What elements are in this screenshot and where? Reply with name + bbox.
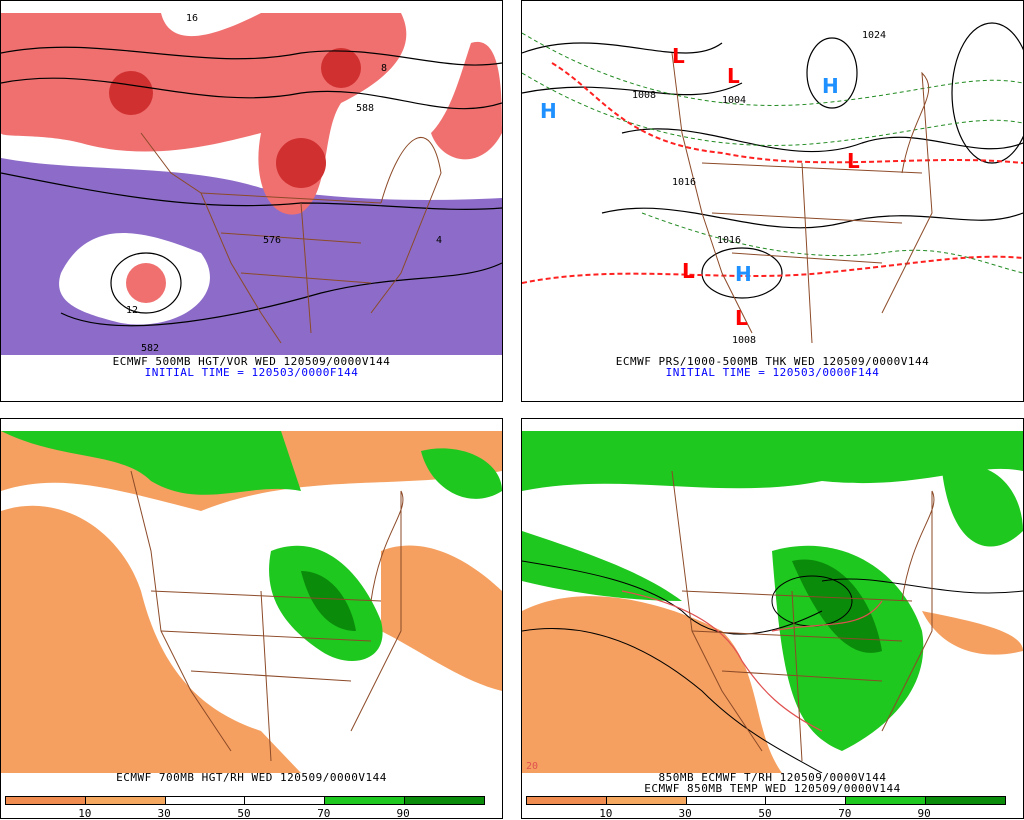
contour-label: 582 <box>141 343 159 354</box>
colorbar-ticks: 10 30 50 70 90 <box>5 807 483 820</box>
map-caption: ECMWF PRS/1000-500MB THK WED 120509/0000… <box>615 355 930 368</box>
colorbar-tick: 90 <box>396 807 410 820</box>
low-pressure-marker: L <box>672 44 685 68</box>
rh-colorbar <box>5 796 485 805</box>
colorbar-tick: 50 <box>237 807 251 820</box>
colorbar-tick: 10 <box>599 807 613 820</box>
contour-label: 8 <box>381 63 387 74</box>
pressure-map: H L L H L L H L 1008 1016 1024 1004 1008… <box>522 13 1023 355</box>
low-pressure-marker: L <box>735 306 748 330</box>
temp-rh-850mb-map: 20 <box>522 431 1023 773</box>
colorbar-tick: 70 <box>317 807 331 820</box>
contour-label: 588 <box>356 103 374 114</box>
rh-700mb-map <box>1 431 502 773</box>
map-caption: ECMWF 500MB HGT/VOR WED 120509/0000V144 <box>112 355 391 368</box>
high-pressure-marker: H <box>735 262 752 286</box>
panel-pressure-thickness: H L L H L L H L 1008 1016 1024 1004 1008… <box>521 0 1024 402</box>
colorbar-tick: 30 <box>157 807 171 820</box>
isobar-label: 1008 <box>732 335 756 346</box>
panel-500mb-vorticity: 576 582 588 8 4 12 16 ECMWF 500MB HGT/VO… <box>0 0 503 402</box>
rh-colorbar <box>526 796 1006 805</box>
map-caption-secondary: ECMWF 850MB TEMP WED 120509/0000V144 <box>644 782 901 795</box>
isobar-label: 1016 <box>672 177 696 188</box>
contour-label: 12 <box>126 305 138 316</box>
colorbar-tick: 10 <box>78 807 92 820</box>
isobar-label: 1024 <box>862 30 886 41</box>
isotherm-label: 20 <box>526 761 538 772</box>
low-pressure-marker: L <box>847 149 860 173</box>
high-pressure-marker: H <box>822 74 839 98</box>
map-caption: 850MB ECMWF T/RH 120509/0000V144 <box>658 771 887 784</box>
colorbar-tick: 50 <box>758 807 772 820</box>
colorbar-ticks: 10 30 50 70 90 <box>526 807 1004 820</box>
isobar-label: 1004 <box>722 95 746 106</box>
initial-time: INITIAL TIME = 120503/0000F144 <box>665 366 880 379</box>
map-caption: ECMWF 700MB HGT/RH WED 120509/0000V144 <box>116 771 387 784</box>
low-pressure-marker: L <box>727 64 740 88</box>
contour-label: 576 <box>263 235 281 246</box>
isobar-label: 1016 <box>717 235 741 246</box>
contour-label: 16 <box>186 13 198 24</box>
colorbar-tick: 30 <box>678 807 692 820</box>
colorbar-tick: 90 <box>917 807 931 820</box>
low-pressure-marker: L <box>682 259 695 283</box>
vorticity-map: 576 582 588 8 4 12 16 <box>1 13 502 355</box>
high-pressure-marker: H <box>540 99 557 123</box>
colorbar-tick: 70 <box>838 807 852 820</box>
contour-label: 4 <box>436 235 442 246</box>
panel-850mb-temp-rh: 20 850MB ECMWF T/RH 120509/0000V144 ECMW… <box>521 418 1024 820</box>
initial-time: INITIAL TIME = 120503/0000F144 <box>144 366 359 379</box>
isobar-label: 1008 <box>632 90 656 101</box>
panel-700mb-rh: ECMWF 700MB HGT/RH WED 120509/0000V144 1… <box>0 418 503 820</box>
